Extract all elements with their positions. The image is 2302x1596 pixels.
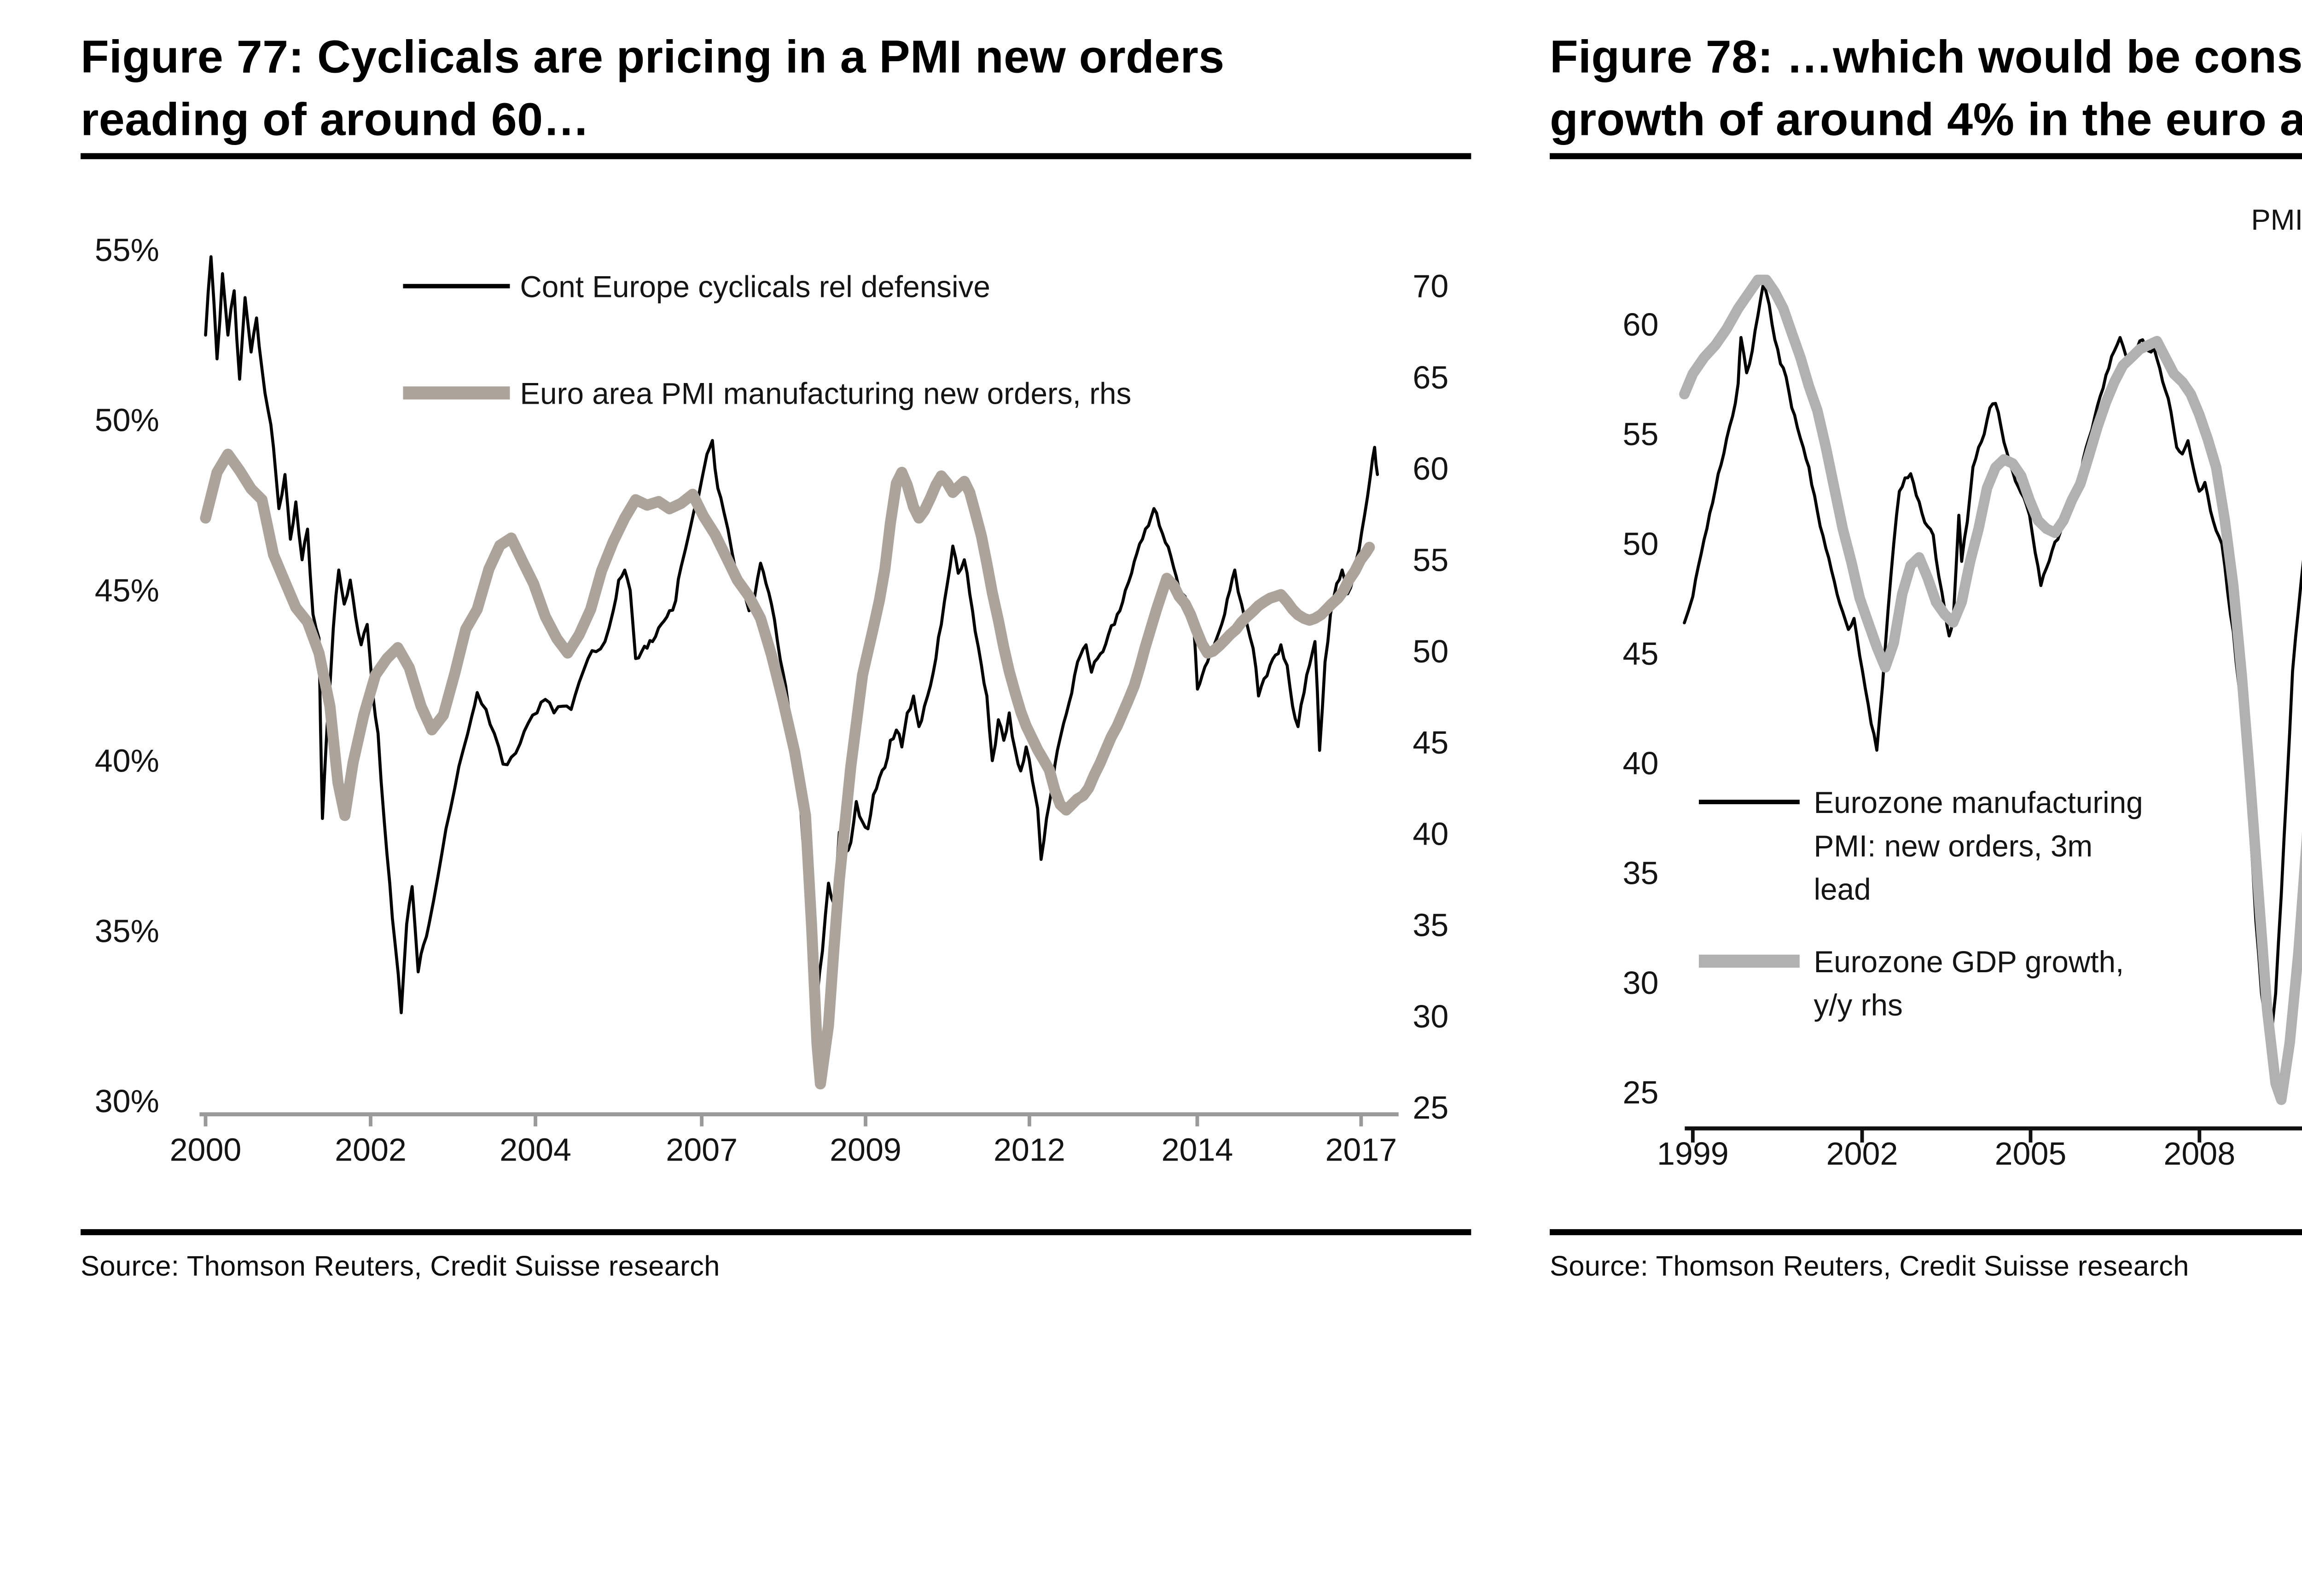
figure-77-bottom-rule [81,1229,1471,1235]
x-tick-label: 2014 [1162,1132,1233,1167]
figure-78-title-line-1: Figure 78: …which would be consistent wi… [1550,30,2302,83]
legend-label: lead [1814,872,1871,906]
x-tick-label: 2005 [1995,1136,2067,1172]
legend-label: Eurozone GDP growth, [1814,945,2124,979]
left-axis-tick-label: 40% [95,743,159,778]
figure-78-title-line-2: growth of around 4% in the euro area [1550,93,2302,145]
left-axis-tick-label: 45% [95,573,159,609]
left-axis-tick-label: 50 [1623,526,1659,562]
figure-78-bottom-rule [1550,1229,2302,1235]
left-axis-tick-label: 45 [1623,636,1659,672]
x-tick-label: 2004 [500,1132,571,1167]
left-axis-tick-label: 60 [1623,307,1659,342]
x-tick-label: 2007 [666,1132,738,1167]
right-axis-tick-label: 30 [1413,998,1448,1034]
legend-label: PMI: new orders, 3m [1814,829,2093,863]
left-axis-tick-label: 55% [95,232,159,268]
series-line-secondary [1679,274,2302,1105]
left-axis-tick-label: 35% [95,913,159,949]
figure-77-title-line-1: Figure 77: Cyclicals are pricing in a PM… [81,30,1225,83]
right-axis-tick-label: 50 [1413,633,1448,669]
left-axis-tick-label: 50% [95,402,159,438]
left-axis-tick-label: 25 [1623,1074,1659,1110]
figure-77-title-rule [81,153,1471,159]
right-axis-tick-label: 65 [1413,360,1448,395]
right-axis-tick-label: 40 [1413,816,1448,852]
annotation-text: PMI implied by cyc/def ratio [2251,204,2302,236]
x-tick-label: 2008 [2163,1136,2235,1172]
series-line-primary [1683,281,2302,1052]
x-tick-label: 1999 [1657,1136,1729,1172]
right-axis-tick-label: 70 [1413,268,1448,304]
right-axis-tick-label: 60 [1413,451,1448,487]
legend-label: y/y rhs [1814,988,1902,1022]
x-tick-label: 2009 [830,1132,901,1167]
legend-label: Cont Europe cyclicals rel defensive [520,270,990,304]
x-tick-label: 2002 [335,1132,407,1167]
x-tick-label: 2012 [994,1132,1065,1167]
left-axis-tick-label: 30 [1623,965,1659,1001]
series-line-secondary [200,448,1375,1090]
left-axis-tick-label: 35 [1623,855,1659,891]
figure-78-title: Figure 78: …which would be consistent wi… [1550,26,2302,151]
right-axis-tick-label: 55 [1413,542,1448,578]
legend-label: Euro area PMI manufacturing new orders, … [520,377,1131,411]
figure-78-title-rule [1550,153,2302,159]
right-axis-tick-label: 45 [1413,725,1448,760]
x-tick-label: 2002 [1826,1136,1898,1172]
right-axis-tick-label: 25 [1413,1090,1448,1126]
figure-78-source: Source: Thomson Reuters, Credit Suisse r… [1550,1249,2189,1282]
x-tick-label: 2000 [170,1132,242,1167]
x-tick-label: 2017 [1325,1132,1397,1167]
legend-label: Eurozone manufacturing [1814,786,2143,819]
figure-77-source: Source: Thomson Reuters, Credit Suisse r… [81,1249,720,1282]
left-axis-tick-label: 40 [1623,745,1659,781]
right-axis-tick-label: 35 [1413,907,1448,943]
left-axis-tick-label: 55 [1623,416,1659,452]
figure-77-title-line-2: reading of around 60… [81,93,590,145]
figure-77-title: Figure 77: Cyclicals are pricing in a PM… [81,26,1491,151]
left-axis-tick-label: 30% [95,1083,159,1119]
